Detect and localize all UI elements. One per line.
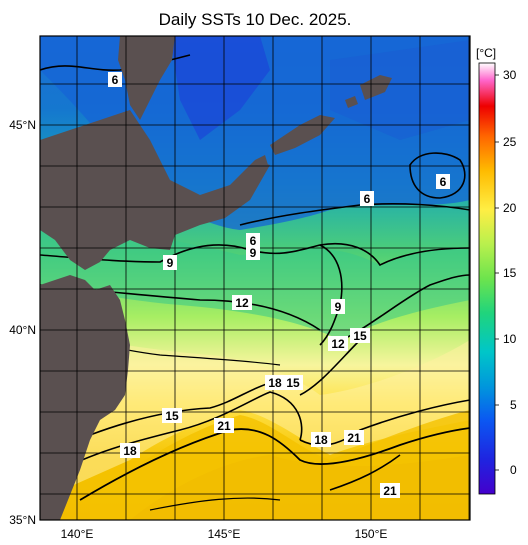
contour-label: 6 — [360, 191, 374, 206]
temperature-legend: [°C] 30 25 20 15 10 5 0 — [476, 46, 517, 495]
contour-label: 18 — [120, 443, 140, 458]
svg-text:6: 6 — [364, 192, 371, 206]
contour-label: 12 — [328, 336, 348, 351]
land-masses — [40, 36, 392, 520]
svg-text:9: 9 — [335, 300, 342, 314]
svg-text:9: 9 — [167, 256, 174, 270]
lon-label-140: 140°E — [61, 527, 94, 541]
legend-colorbar — [478, 62, 496, 495]
isotherm-contours — [40, 54, 470, 511]
graticule — [40, 36, 470, 520]
contour-label: 15 — [350, 328, 370, 343]
svg-text:6: 6 — [112, 73, 119, 87]
legend-tick-15: 15 — [503, 266, 517, 280]
lat-label-45: 45°N — [9, 118, 36, 132]
svg-text:6: 6 — [250, 234, 257, 248]
legend-tick-5: 5 — [510, 398, 517, 412]
legend-tick-20: 20 — [503, 201, 517, 215]
svg-text:18: 18 — [268, 376, 282, 390]
svg-text:6: 6 — [440, 175, 447, 189]
legend-tick-25: 25 — [503, 135, 517, 149]
contour-label: 15 — [283, 375, 303, 390]
lon-label-145: 145°E — [208, 527, 241, 541]
svg-text:21: 21 — [347, 431, 361, 445]
svg-text:9: 9 — [250, 246, 257, 260]
contour-label: 6 — [108, 72, 122, 87]
axis-labels: 45°N 40°N 35°N 140°E 145°E 150°E — [9, 118, 387, 541]
contour-label: 21 — [214, 418, 234, 433]
contour-label: 9 — [163, 255, 177, 270]
legend-tick-10: 10 — [503, 332, 517, 346]
svg-text:12: 12 — [331, 337, 345, 351]
contour-label: 9 — [246, 245, 260, 260]
svg-text:15: 15 — [353, 329, 367, 343]
map-title: Daily SSTs 10 Dec. 2025. — [158, 10, 352, 29]
svg-text:21: 21 — [383, 484, 397, 498]
legend-unit: [°C] — [476, 46, 496, 60]
lat-label-40: 40°N — [9, 323, 36, 337]
legend-tick-0: 0 — [510, 463, 517, 477]
contour-label: 6 — [246, 233, 260, 248]
contour-label: 21 — [380, 483, 400, 498]
sst-field — [40, 36, 470, 520]
contour-label: 21 — [344, 430, 364, 445]
contour-label: 18 — [311, 432, 331, 447]
contour-label: 18 — [265, 375, 285, 390]
svg-text:18: 18 — [123, 444, 137, 458]
contour-label: 9 — [331, 299, 345, 314]
svg-text:21: 21 — [217, 419, 231, 433]
contour-label: 12 — [232, 295, 252, 310]
contour-label: 15 — [162, 408, 182, 423]
svg-text:15: 15 — [286, 376, 300, 390]
contour-label: 6 — [436, 174, 450, 189]
svg-text:12: 12 — [235, 296, 249, 310]
map-frame — [39, 35, 471, 521]
contour-value-labels: 6 6 6 6 9 9 9 12 12 15 15 15 18 18 18 21… — [108, 72, 450, 498]
legend-ticks — [495, 74, 499, 471]
lon-label-150: 150°E — [355, 527, 388, 541]
svg-text:18: 18 — [314, 433, 328, 447]
svg-text:15: 15 — [165, 409, 179, 423]
legend-tick-30: 30 — [503, 68, 517, 82]
lat-label-35: 35°N — [9, 513, 36, 527]
